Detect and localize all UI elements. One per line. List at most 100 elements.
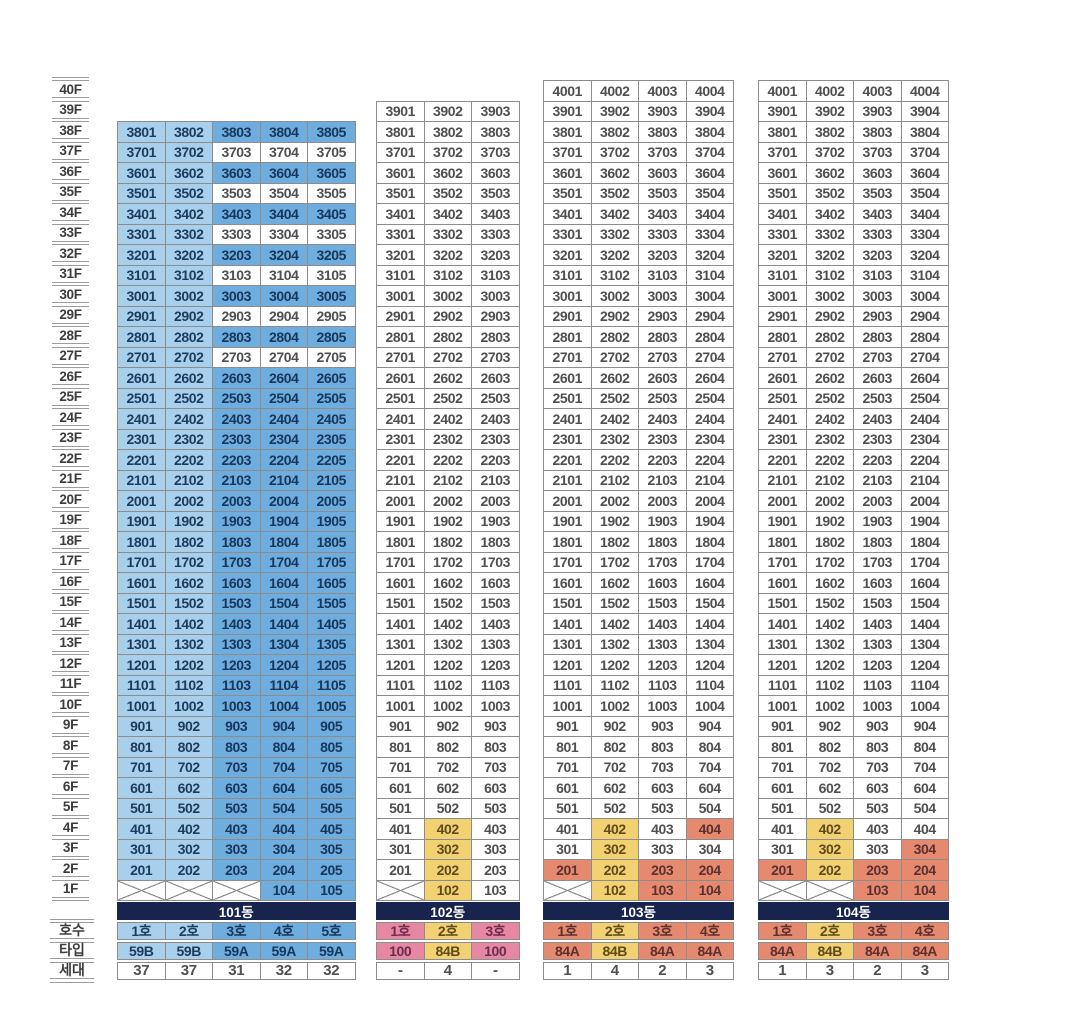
unit-cell: 3502 bbox=[806, 183, 854, 204]
unit-cell: 3202 bbox=[591, 245, 639, 266]
unit-cell: 2102 bbox=[424, 470, 472, 491]
unit-cell: 2105 bbox=[308, 470, 356, 491]
floor-label: 17F bbox=[52, 551, 89, 570]
unit-cell: 3502 bbox=[165, 183, 213, 204]
unit-cell: 2204 bbox=[686, 450, 734, 471]
unit-cell: 2001 bbox=[377, 491, 425, 512]
crossed-cell bbox=[213, 880, 261, 901]
unit-cell: 3203 bbox=[854, 245, 902, 266]
unit-cell: 1505 bbox=[308, 593, 356, 614]
unit-cell: 3104 bbox=[686, 265, 734, 286]
unit-cell: 1501 bbox=[759, 593, 807, 614]
floor-label: 9F bbox=[52, 715, 89, 734]
unit-cell: 1404 bbox=[686, 614, 734, 635]
household-count-cell: 1 bbox=[544, 962, 592, 980]
unit-cell: 2304 bbox=[686, 429, 734, 450]
unit-cell: 2601 bbox=[759, 368, 807, 389]
unit-cell: 403 bbox=[213, 819, 261, 840]
type-cell: 59A bbox=[213, 942, 261, 960]
unit-cell: 3601 bbox=[377, 163, 425, 184]
unit-cell: 704 bbox=[260, 757, 308, 778]
unit-cell: 3701 bbox=[118, 142, 166, 163]
unit-cell: 2802 bbox=[165, 327, 213, 348]
unit-cell: 1905 bbox=[308, 511, 356, 532]
sedae-row-102: -4- bbox=[376, 961, 520, 980]
unit-cell: 2001 bbox=[118, 491, 166, 512]
unit-cell: 2804 bbox=[901, 327, 949, 348]
unit-cell: 603 bbox=[472, 778, 520, 799]
unit-cell: 4003 bbox=[854, 81, 902, 102]
unit-cell: 2403 bbox=[213, 409, 261, 430]
unit-cell: 402 bbox=[165, 819, 213, 840]
unit-cell: 501 bbox=[544, 798, 592, 819]
unit-cell: 2201 bbox=[759, 450, 807, 471]
unit-cell: 1003 bbox=[213, 696, 261, 717]
floor-label: 36F bbox=[52, 162, 89, 180]
unit-cell: 1804 bbox=[901, 532, 949, 553]
unit-cell: 3305 bbox=[308, 224, 356, 245]
unit-cell: 3502 bbox=[591, 183, 639, 204]
unit-cell: 1101 bbox=[544, 675, 592, 696]
unit-cell: 1301 bbox=[377, 634, 425, 655]
unit-cell: 2805 bbox=[308, 327, 356, 348]
unit-cell: 1304 bbox=[901, 634, 949, 655]
unit-cell: 203 bbox=[854, 860, 902, 881]
unit-cell: 3801 bbox=[759, 122, 807, 143]
unit-cell: 1304 bbox=[260, 634, 308, 655]
unit-cell: 2103 bbox=[639, 470, 687, 491]
unit-cell: 1704 bbox=[901, 552, 949, 573]
unit-cell: 503 bbox=[854, 798, 902, 819]
unit-cell: 2502 bbox=[165, 388, 213, 409]
unit-cell: 2202 bbox=[806, 450, 854, 471]
unit-cell: 302 bbox=[424, 839, 472, 860]
unit-cell: 1203 bbox=[854, 655, 902, 676]
unit-cell: 3103 bbox=[854, 265, 902, 286]
unit-cell: 3605 bbox=[308, 163, 356, 184]
unit-cell: 2902 bbox=[591, 306, 639, 327]
unit-cell: 2601 bbox=[544, 368, 592, 389]
unit-cell: 3501 bbox=[759, 183, 807, 204]
crossed-cell bbox=[118, 880, 166, 901]
type-cell: 59A bbox=[308, 942, 356, 960]
unit-cell: 1001 bbox=[759, 696, 807, 717]
unit-cell: 1003 bbox=[639, 696, 687, 717]
unit-cell: 1702 bbox=[806, 552, 854, 573]
unit-cell: 2404 bbox=[260, 409, 308, 430]
unit-cell: 501 bbox=[118, 798, 166, 819]
unit-cell: 604 bbox=[686, 778, 734, 799]
floor-label: 11F bbox=[52, 674, 89, 693]
unit-cell: 3202 bbox=[424, 245, 472, 266]
unit-cell: 1102 bbox=[591, 675, 639, 696]
unit-cell: 2003 bbox=[639, 491, 687, 512]
unit-cell: 1803 bbox=[213, 532, 261, 553]
unit-cell: 1201 bbox=[377, 655, 425, 676]
building-name-104: 104동 bbox=[758, 902, 949, 920]
household-count-cell: 3 bbox=[901, 962, 949, 980]
unit-cell: 2203 bbox=[854, 450, 902, 471]
unit-cell: 402 bbox=[591, 819, 639, 840]
unit-cell: 2603 bbox=[854, 368, 902, 389]
unit-cell: 2101 bbox=[377, 470, 425, 491]
unit-cell: 3402 bbox=[806, 204, 854, 225]
unit-cell: 3503 bbox=[472, 183, 520, 204]
type-cell: 59B bbox=[118, 942, 166, 960]
unit-cell: 2004 bbox=[901, 491, 949, 512]
unit-cell: 3001 bbox=[118, 286, 166, 307]
unit-cell: 2402 bbox=[806, 409, 854, 430]
unit-cell: 1002 bbox=[591, 696, 639, 717]
unit-cell: 804 bbox=[901, 737, 949, 758]
unit-cell: 203 bbox=[639, 860, 687, 881]
unit-cell: 2003 bbox=[854, 491, 902, 512]
unit-cell: 2104 bbox=[901, 470, 949, 491]
unit-cell: 3601 bbox=[544, 163, 592, 184]
unit-cell: 201 bbox=[118, 860, 166, 881]
unit-cell: 801 bbox=[544, 737, 592, 758]
unit-cell: 1302 bbox=[424, 634, 472, 655]
unit-cell: 2902 bbox=[806, 306, 854, 327]
unit-cell: 602 bbox=[424, 778, 472, 799]
unit-cell: 3704 bbox=[686, 142, 734, 163]
unit-cell: 902 bbox=[591, 716, 639, 737]
unit-cell: 3301 bbox=[759, 224, 807, 245]
unit-cell: 1001 bbox=[544, 696, 592, 717]
unit-cell: 2505 bbox=[308, 388, 356, 409]
